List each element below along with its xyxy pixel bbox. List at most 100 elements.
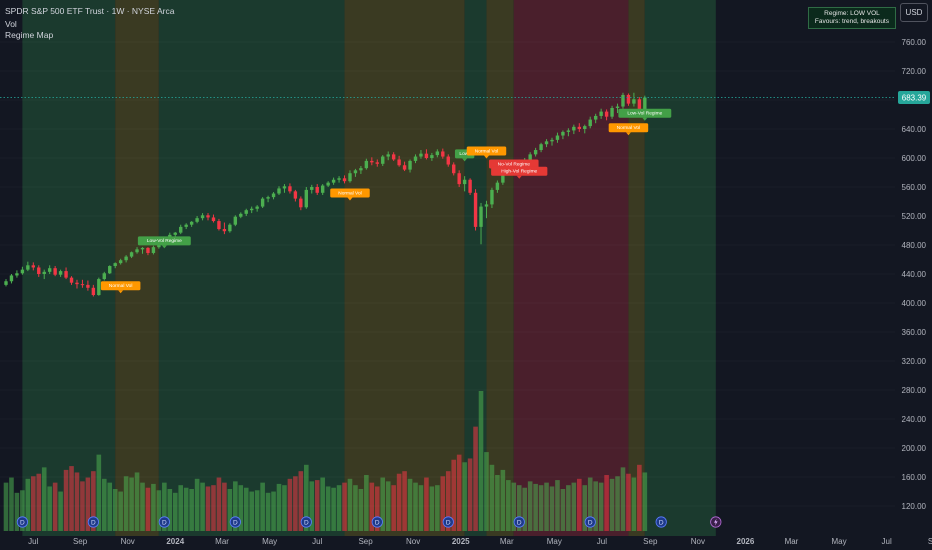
volume-bar <box>293 476 298 531</box>
dividend-marker-circle[interactable] <box>655 516 667 528</box>
x-tick-label: Sep <box>928 537 932 546</box>
regime-status-line: Regime: LOW VOL <box>824 10 880 17</box>
regime-label-bg <box>137 236 191 246</box>
volume-bar <box>331 487 336 531</box>
regime-label-pointer <box>347 197 353 201</box>
volume-bar <box>593 481 598 531</box>
x-tick-label: 2026 <box>737 537 755 546</box>
candle-body <box>457 173 461 185</box>
volume-bar <box>80 481 85 531</box>
currency-button[interactable]: USD <box>900 3 928 22</box>
regime-favours-line: Favours: trend, breakouts <box>814 18 889 25</box>
regime-band-high <box>513 0 629 536</box>
dividend-marker-circle[interactable] <box>158 516 170 528</box>
y-tick-label: 760.00 <box>902 38 927 47</box>
dividend-marker[interactable]: D <box>87 516 99 528</box>
x-tick-label: May <box>262 537 277 546</box>
volume-bar <box>609 478 615 531</box>
x-tick-label: May <box>547 537 562 546</box>
dividend-marker-letter: D <box>233 520 238 527</box>
candle-body <box>643 97 647 112</box>
candle-body <box>37 267 41 274</box>
volume-bar <box>478 391 484 531</box>
candle-body <box>4 281 8 285</box>
last-price-marker: 683.39 <box>0 91 930 105</box>
candle-body <box>435 151 440 156</box>
y-tick-label: 480.00 <box>902 241 927 250</box>
dividend-marker-letter: D <box>20 520 25 527</box>
volume-bar <box>451 459 457 531</box>
regime-label-normal: Normal Vol <box>330 188 370 201</box>
y-tick-label: 560.00 <box>902 183 927 192</box>
volume-bar <box>506 480 511 531</box>
dividend-marker[interactable]: D <box>655 516 667 528</box>
candle-body <box>108 266 112 274</box>
volume-bar <box>9 477 14 531</box>
candle-body <box>391 154 396 160</box>
candle-body <box>189 221 194 225</box>
dividend-marker-circle[interactable] <box>442 516 454 528</box>
volume-bar <box>233 481 238 531</box>
candle-body <box>397 159 401 166</box>
volume-bar <box>14 492 20 531</box>
dividend-marker[interactable]: D <box>371 516 383 528</box>
candle-body <box>621 94 625 107</box>
dividend-marker-circle[interactable] <box>16 516 28 528</box>
dividend-marker-circle[interactable] <box>513 516 525 528</box>
symbol-title: SPDR S&P 500 ETF Trust · 1W · NYSE Arca <box>5 6 175 16</box>
volume-bar <box>538 485 544 531</box>
volume-bar <box>172 492 178 531</box>
candle-body <box>47 268 52 272</box>
dividend-marker[interactable]: D <box>16 516 28 528</box>
volume-bar <box>243 487 249 531</box>
volume-bar <box>385 481 391 531</box>
dividend-marker[interactable]: D <box>229 516 241 528</box>
volume-bar <box>58 491 63 531</box>
dividend-marker[interactable]: D <box>584 516 596 528</box>
volume-bar <box>183 487 189 531</box>
candle-body <box>282 186 287 189</box>
dividend-marker[interactable]: D <box>300 516 312 528</box>
x-tick-label: Jul <box>597 537 607 546</box>
volume-bar <box>374 486 380 531</box>
candle-body <box>20 269 25 274</box>
dividend-marker[interactable]: D <box>158 516 170 528</box>
x-tick-label: Nov <box>691 537 705 546</box>
regime-band-normal <box>115 0 159 536</box>
earnings-marker[interactable] <box>710 516 722 528</box>
y-tick-label: 280.00 <box>902 386 927 395</box>
volume-bar <box>211 485 216 531</box>
y-tick-label: 440.00 <box>902 270 927 279</box>
dividend-marker-circle[interactable] <box>87 516 99 528</box>
volume-bar <box>69 466 74 531</box>
volume-bar <box>74 472 80 531</box>
dividend-marker-circle[interactable] <box>371 516 383 528</box>
candle-body <box>228 224 232 232</box>
regime-label-pointer <box>516 175 522 179</box>
dividend-marker[interactable]: D <box>442 516 454 528</box>
candle-body <box>430 155 434 158</box>
candle-body <box>572 126 576 131</box>
volume-bar <box>336 485 342 531</box>
volume-bar <box>413 482 418 531</box>
volume-bar <box>429 486 435 531</box>
dividend-marker-circle[interactable] <box>584 516 596 528</box>
volume-bar <box>380 477 386 531</box>
volume-bar <box>41 467 47 531</box>
candle-body <box>413 156 418 161</box>
indicator-vol-label: Vol <box>5 19 17 29</box>
dividend-marker-circle[interactable] <box>300 516 312 528</box>
volume-bar <box>167 489 173 531</box>
regime-band-normal <box>486 0 514 536</box>
indicator-regime-map-label: Regime Map <box>5 30 54 40</box>
dividend-marker-circle[interactable] <box>229 516 241 528</box>
candle-body <box>200 215 205 219</box>
regime-label-pointer <box>118 290 124 294</box>
volume-bar <box>445 471 451 531</box>
candle-body <box>9 275 14 282</box>
dividend-marker[interactable]: D <box>513 516 525 528</box>
volume-bar <box>25 478 31 531</box>
candle-body <box>375 162 379 164</box>
